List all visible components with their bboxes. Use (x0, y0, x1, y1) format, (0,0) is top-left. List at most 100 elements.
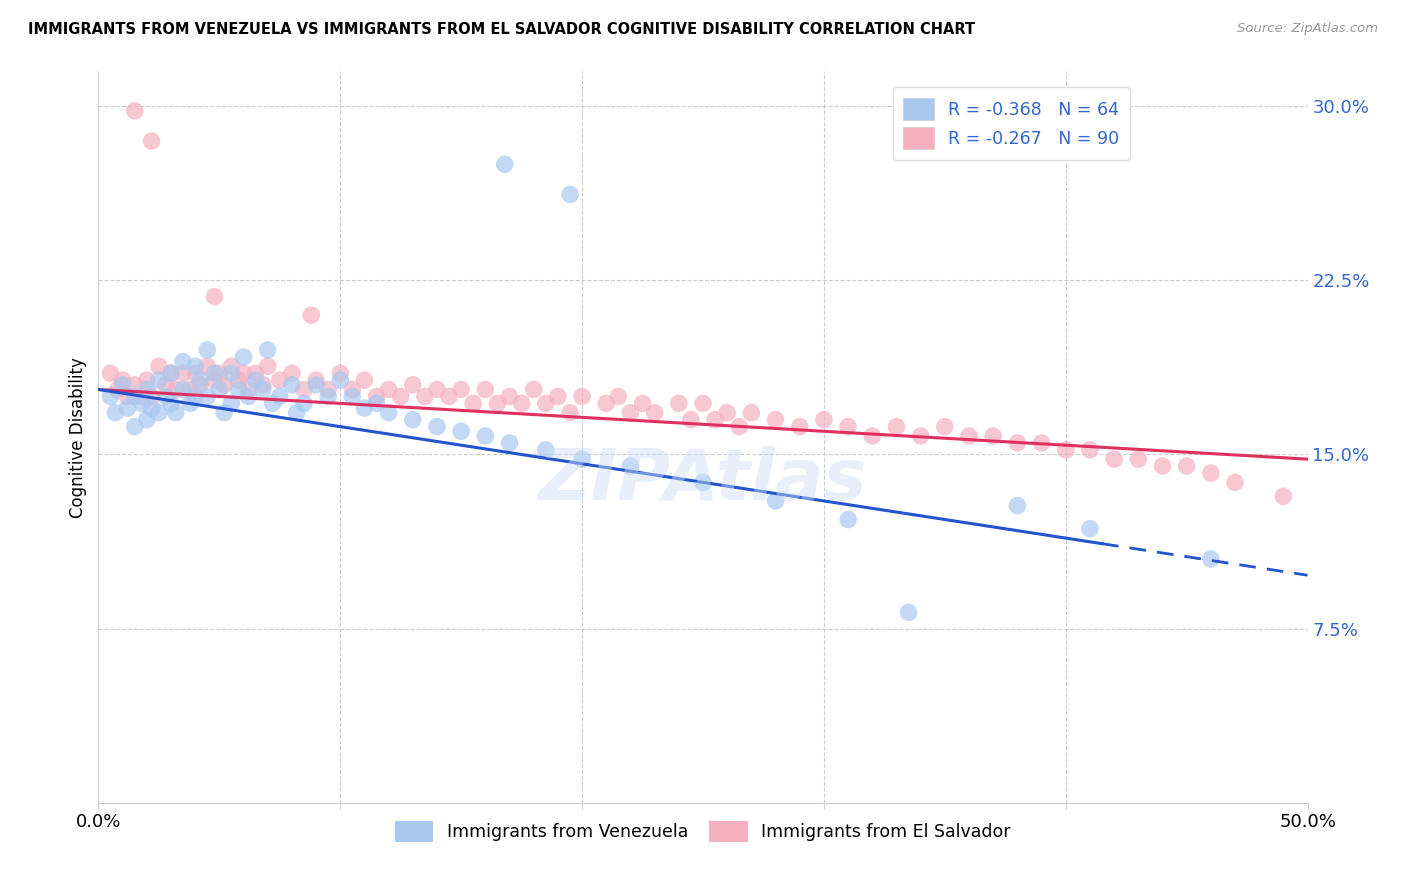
Point (184, 366, 207, 380)
Point (571, 452, 593, 467)
Point (195, 389, 218, 403)
Point (353, 373, 375, 387)
Point (426, 383, 449, 397)
Point (172, 383, 194, 397)
Point (100, 389, 122, 403)
Point (1128, 452, 1150, 467)
Point (269, 389, 291, 403)
Point (631, 396, 654, 410)
Point (141, 401, 163, 415)
Point (619, 406, 641, 420)
Point (135, 383, 157, 397)
Point (208, 383, 231, 397)
Point (188, 377, 211, 392)
Point (232, 350, 254, 364)
Point (474, 383, 496, 397)
Point (450, 424, 472, 438)
Point (450, 383, 472, 397)
Point (221, 366, 243, 380)
Point (366, 389, 388, 403)
Point (124, 419, 146, 434)
Point (1223, 475, 1246, 490)
Point (188, 373, 211, 387)
Point (184, 389, 207, 403)
Point (1078, 442, 1101, 457)
Point (131, 396, 153, 410)
Point (160, 366, 183, 380)
Point (837, 512, 859, 526)
Point (228, 383, 250, 397)
Point (204, 290, 226, 304)
Point (117, 401, 139, 415)
Point (204, 366, 226, 380)
Point (155, 377, 177, 392)
Point (100, 366, 122, 380)
Point (141, 134, 163, 148)
Point (510, 396, 533, 410)
Point (353, 401, 375, 415)
Point (692, 396, 714, 410)
Point (474, 429, 496, 443)
Point (228, 373, 250, 387)
Point (1199, 552, 1222, 566)
Point (463, 396, 485, 410)
Point (329, 373, 352, 387)
Point (886, 419, 908, 434)
Point (934, 419, 956, 434)
Point (245, 373, 267, 387)
Point (179, 396, 201, 410)
Point (135, 412, 157, 426)
Point (107, 383, 129, 397)
Point (160, 366, 183, 380)
Y-axis label: Cognitive Disability: Cognitive Disability (69, 357, 87, 517)
Point (377, 383, 399, 397)
Point (377, 406, 399, 420)
Point (124, 103, 146, 118)
Text: ZIPAtlas: ZIPAtlas (538, 447, 868, 516)
Point (1054, 442, 1077, 457)
Point (238, 383, 260, 397)
Point (329, 366, 352, 380)
Point (523, 383, 546, 397)
Point (366, 396, 388, 410)
Point (644, 406, 666, 420)
Point (131, 389, 153, 403)
Point (342, 383, 364, 397)
Point (111, 377, 134, 392)
Point (704, 412, 727, 426)
Point (558, 406, 581, 420)
Point (305, 377, 328, 392)
Point (124, 389, 146, 403)
Point (124, 377, 146, 392)
Point (221, 396, 243, 410)
Point (558, 187, 581, 202)
Point (204, 373, 226, 387)
Point (1007, 499, 1029, 513)
Point (148, 406, 170, 420)
Point (281, 377, 304, 392)
Point (728, 419, 751, 434)
Point (1102, 452, 1125, 467)
Point (534, 442, 557, 457)
Point (316, 383, 339, 397)
Point (184, 359, 207, 374)
Point (292, 383, 315, 397)
Point (141, 389, 163, 403)
Point (765, 494, 787, 508)
Point (402, 377, 425, 392)
Point (285, 406, 308, 420)
Point (232, 366, 254, 380)
Point (256, 343, 278, 357)
Point (172, 366, 194, 380)
Point (837, 419, 859, 434)
Point (402, 412, 425, 426)
Point (981, 429, 1004, 443)
Point (716, 406, 738, 420)
Point (245, 366, 267, 380)
Point (104, 406, 127, 420)
Point (607, 389, 630, 403)
Point (256, 359, 278, 374)
Point (571, 389, 593, 403)
Point (1078, 522, 1101, 536)
Point (252, 377, 274, 392)
